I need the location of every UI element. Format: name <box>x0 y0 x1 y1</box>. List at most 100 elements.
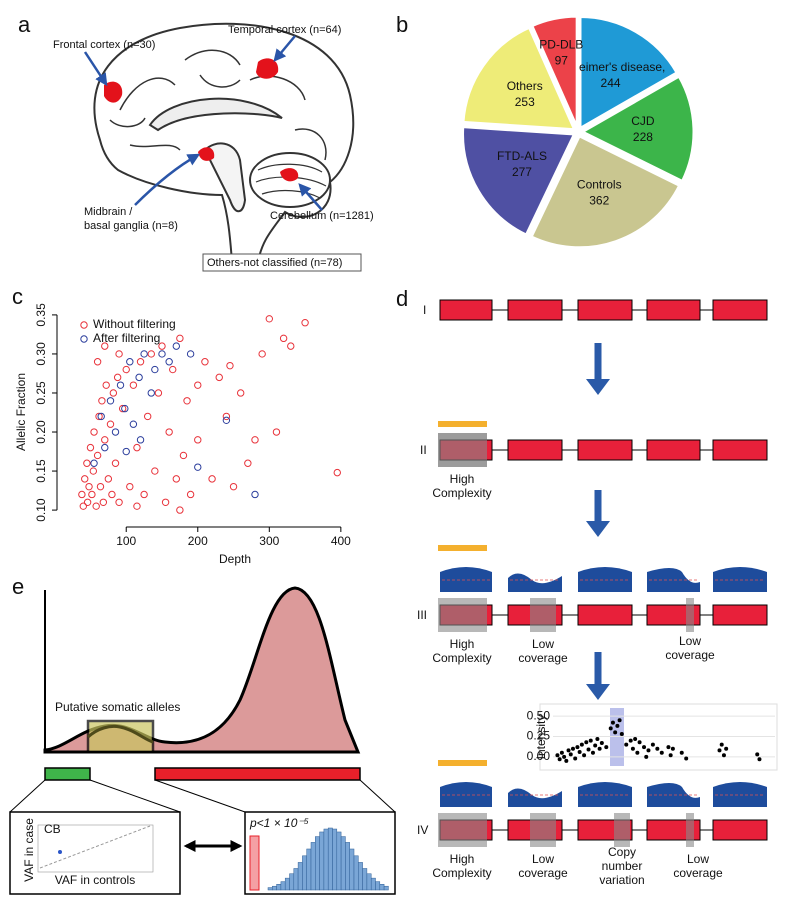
filtered-region <box>686 813 694 847</box>
point <box>122 447 130 456</box>
slice-label: Others <box>507 79 543 93</box>
point <box>106 420 115 428</box>
histogram-bar <box>366 873 372 891</box>
histogram-bar <box>319 831 325 891</box>
stage-note: Copy <box>608 845 636 859</box>
point <box>208 475 216 483</box>
point <box>644 754 649 759</box>
point <box>584 740 589 745</box>
point <box>79 502 88 510</box>
region-label: Midbrain / <box>84 206 133 218</box>
point <box>101 443 109 452</box>
point <box>129 420 138 428</box>
point <box>666 745 671 750</box>
coverage <box>713 567 767 592</box>
histogram-bar <box>336 831 342 891</box>
point <box>99 498 108 506</box>
stage-note: High <box>450 637 475 651</box>
histogram-bar <box>280 881 286 891</box>
point <box>106 397 115 405</box>
point <box>154 389 163 397</box>
point <box>279 334 288 343</box>
stage-note: Low <box>532 852 554 866</box>
point <box>96 482 105 491</box>
histogram-bar <box>383 885 389 891</box>
point <box>608 726 613 731</box>
point <box>116 381 125 389</box>
slice-value: 277 <box>512 165 532 179</box>
point <box>140 490 148 499</box>
pie-slice <box>461 25 578 132</box>
point <box>183 397 191 405</box>
point <box>93 451 102 460</box>
histogram-bar <box>323 828 329 891</box>
coverage <box>647 783 700 807</box>
point <box>586 747 591 752</box>
point <box>93 358 102 366</box>
histogram-bar <box>272 885 277 891</box>
stage-note: variation <box>599 873 644 887</box>
histogram-bar <box>284 877 290 891</box>
point <box>635 750 640 755</box>
point <box>566 748 571 753</box>
histogram-bar <box>267 887 273 891</box>
exon <box>439 299 493 321</box>
slice-value: 253 <box>515 95 535 109</box>
point <box>633 736 638 741</box>
point <box>575 745 580 750</box>
point <box>670 746 675 751</box>
point <box>101 342 109 350</box>
stage-note: Complexity <box>432 486 491 500</box>
stage-label: I <box>423 303 426 317</box>
point <box>642 745 647 750</box>
point <box>172 475 181 483</box>
exon <box>712 819 768 841</box>
stage-label: II <box>420 443 427 457</box>
point <box>122 365 130 374</box>
point <box>724 746 729 751</box>
histogram-bar <box>362 868 368 891</box>
point <box>90 428 98 436</box>
point <box>121 404 129 413</box>
y-tick-label: 0.00 <box>527 749 551 763</box>
histogram-bar <box>310 842 316 891</box>
point <box>593 743 598 748</box>
point <box>582 753 587 758</box>
point <box>613 730 618 735</box>
point <box>98 397 106 405</box>
point <box>129 381 138 389</box>
stage-label: IV <box>417 823 428 837</box>
legend-label: After filtering <box>93 331 160 345</box>
histogram-bar <box>302 855 307 891</box>
stage-note: coverage <box>518 866 568 880</box>
histogram-bar <box>293 868 299 891</box>
point <box>89 467 98 475</box>
slice-label: CJD <box>631 114 655 128</box>
flow-arrow-head <box>586 379 610 395</box>
point <box>333 468 341 477</box>
x-tick-label: 200 <box>188 534 208 548</box>
point <box>151 365 159 374</box>
point <box>115 498 123 506</box>
point <box>169 365 177 374</box>
point <box>650 742 655 747</box>
slice-value: 362 <box>589 194 609 208</box>
point <box>265 315 274 323</box>
point <box>251 436 259 444</box>
point <box>272 428 281 436</box>
stage-note: Low <box>532 637 554 651</box>
p-value: p<1 × 10⁻⁵ <box>249 816 309 830</box>
y-axis-title: VAF in case <box>22 818 36 882</box>
stage-label: III <box>417 608 427 622</box>
point <box>251 490 259 499</box>
stage-note: coverage <box>665 648 715 662</box>
stage-note: Low <box>679 634 701 648</box>
coverage <box>578 567 632 592</box>
pie-slice <box>578 74 696 184</box>
stage-note: coverage <box>518 651 568 665</box>
point <box>557 757 562 762</box>
complexity-bar <box>438 545 487 551</box>
y-tick-label: 0.25 <box>34 381 48 405</box>
point <box>604 745 609 750</box>
